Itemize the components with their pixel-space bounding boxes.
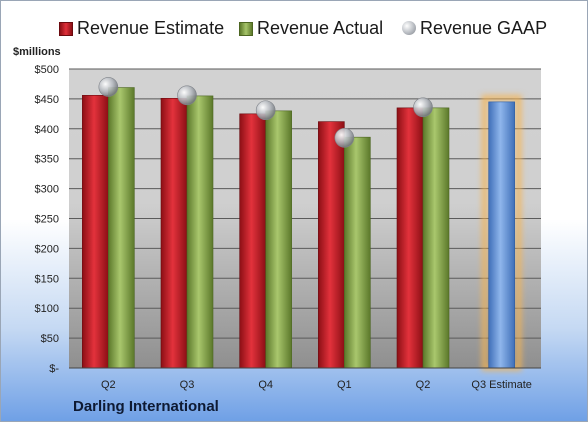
y-tick-label: $400: [35, 124, 59, 136]
y-tick-label: $200: [35, 243, 59, 255]
marker-revenue-gaap: [413, 97, 433, 118]
y-tick-label: $300: [35, 184, 59, 196]
y-axis-label: $millions: [13, 46, 61, 58]
bar-revenue-actual: [344, 136, 371, 369]
legend-label-estimate: Revenue Estimate: [77, 18, 225, 38]
x-tick-label: Q3 Estimate: [471, 379, 532, 391]
bar-revenue-actual: [265, 110, 292, 369]
bar-revenue-actual: [108, 87, 135, 369]
marker-revenue-gaap: [177, 85, 197, 106]
legend-swatch-actual: [239, 22, 253, 36]
y-tick-label: $150: [35, 273, 59, 285]
bar-revenue-estimate: [160, 98, 188, 369]
y-tick-label: $-: [49, 363, 59, 375]
y-tick-label: $450: [35, 94, 59, 106]
y-tick-label: $350: [35, 154, 59, 166]
legend-label-gaap: Revenue GAAP: [420, 18, 548, 38]
x-tick-label: Q4: [258, 379, 273, 391]
bar-revenue-estimate: [318, 121, 345, 369]
bar-revenue-estimate: [239, 113, 266, 369]
marker-revenue-gaap: [98, 77, 119, 97]
legend-label-actual: Revenue Actual: [257, 18, 384, 38]
bar-revenue-actual: [422, 107, 450, 369]
x-tick-label: Q3: [180, 379, 195, 391]
marker-revenue-gaap: [255, 100, 276, 121]
y-tick-label: $500: [35, 64, 59, 76]
legend: Revenue Estimate Revenue Actual Revenue …: [1, 15, 587, 43]
x-axis: Q2 Q3 Q4 Q1 Q2 Q3 Estimate: [69, 367, 541, 391]
legend-swatch-gaap: [402, 21, 416, 35]
bar-revenue-estimate: [82, 95, 109, 369]
legend-swatch-estimate: [59, 22, 73, 36]
x-tick-label: Q2: [101, 379, 116, 391]
y-tick-label: $100: [35, 303, 59, 315]
gaap-markers: [98, 77, 433, 148]
marker-revenue-gaap: [334, 127, 355, 148]
y-tick-label: $50: [41, 333, 59, 345]
x-tick-label: Q1: [337, 379, 352, 391]
x-tick-label: Q2: [416, 379, 431, 391]
bars: [82, 87, 522, 371]
company-name: Darling International: [73, 398, 219, 415]
bar-revenue-forecast: [488, 101, 515, 369]
y-tick-label: $250: [35, 214, 59, 226]
y-axis: $- $50 $100 $150 $200 $250 $300 $350 $400 $450 $50…: [35, 64, 60, 375]
bar-revenue-actual: [186, 95, 214, 369]
bar-revenue-estimate: [396, 107, 424, 369]
